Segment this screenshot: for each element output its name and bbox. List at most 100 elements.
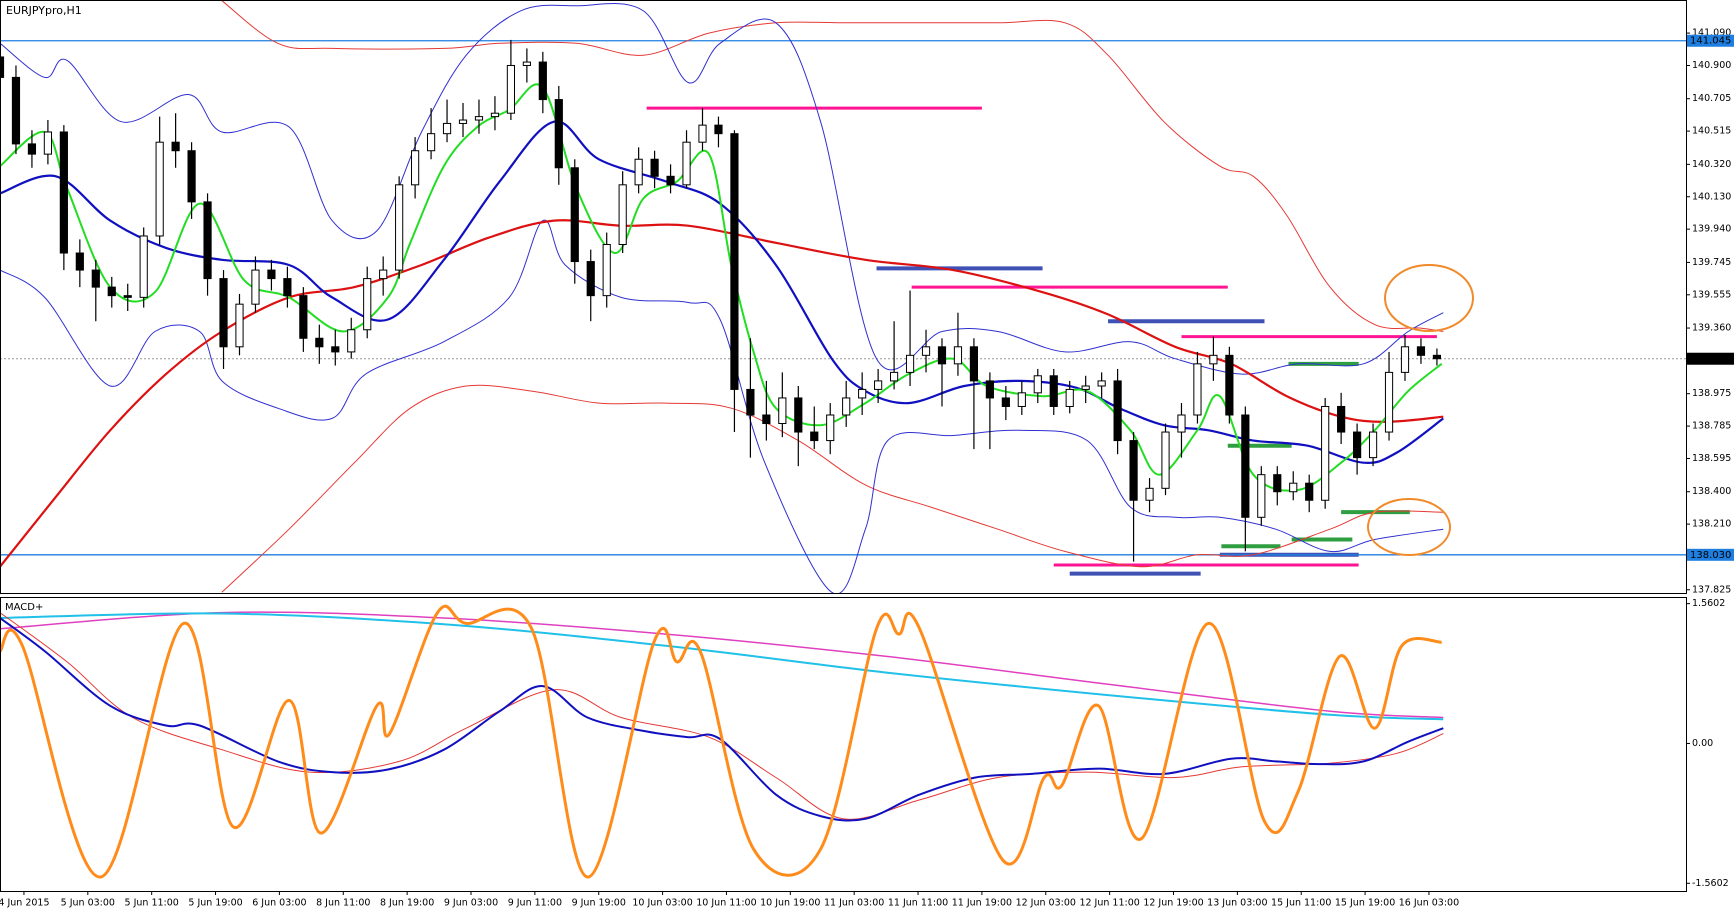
candle-body	[602, 243, 611, 297]
candle-body	[586, 261, 595, 297]
candle-body	[1017, 392, 1026, 407]
y-tick-label: 138.595	[1692, 453, 1731, 464]
candle-body	[203, 201, 212, 280]
candle-body	[762, 414, 771, 425]
indicator-line	[0, 83, 1443, 492]
candle-body	[75, 252, 84, 271]
y-tick-label: 138.785	[1692, 421, 1731, 432]
candle-body	[171, 141, 180, 152]
candle-body	[1305, 482, 1314, 501]
indicator-line	[221, 384, 1444, 593]
candle-body	[1001, 397, 1010, 407]
candle-body	[746, 388, 755, 416]
candle-body	[953, 346, 963, 365]
candle-body	[698, 124, 707, 143]
candle-body	[874, 380, 883, 390]
candle-body	[506, 64, 516, 114]
candle-body	[458, 119, 468, 124]
x-tick-label: 8 Jun 19:00	[380, 898, 434, 909]
candle-body	[554, 99, 563, 169]
y-tick-label: 140.705	[1692, 93, 1731, 104]
candle-body	[59, 131, 68, 254]
indicator-line	[0, 3, 1444, 375]
candle-body	[219, 278, 228, 348]
candle-body	[379, 269, 388, 280]
candle-body	[1113, 380, 1122, 442]
candle-body	[682, 141, 691, 186]
price-panel	[0, 0, 1686, 593]
highlight-ellipse	[1367, 498, 1451, 556]
candle-body	[490, 112, 500, 118]
candle-body	[1321, 405, 1330, 501]
candle-body	[778, 397, 787, 425]
y-tick-label: 0.00	[1692, 738, 1713, 749]
x-tick-label: 12 Jun 11:00	[1079, 898, 1139, 909]
macd-line	[0, 611, 1444, 719]
x-tick-label: 10 Jun 03:00	[632, 898, 692, 909]
candle-body	[650, 158, 659, 177]
candle-body	[27, 143, 37, 155]
macd-line	[0, 612, 1444, 721]
candle-body	[1033, 375, 1042, 394]
candle-body	[1273, 474, 1282, 493]
y-tick-label: -1.5602	[1692, 878, 1729, 889]
x-tick-label: 10 Jun 11:00	[696, 898, 756, 909]
candle-body	[251, 269, 260, 305]
candle-body	[1384, 371, 1394, 433]
candle-body	[411, 150, 420, 186]
candle-body	[858, 388, 867, 399]
candle-body	[43, 131, 52, 155]
candle-body	[1416, 346, 1426, 356]
x-tick-label: 12 Jun 19:00	[1143, 898, 1203, 909]
x-tick-label: 11 Jun 19:00	[952, 898, 1012, 909]
candle-body	[474, 116, 484, 121]
candle-body	[1145, 487, 1154, 501]
candle-body	[1097, 380, 1106, 387]
x-tick-label: 12 Jun 03:00	[1016, 898, 1076, 909]
y-tick-label: 138.400	[1692, 486, 1731, 497]
candle-body	[267, 269, 276, 280]
x-tick-label: 13 Jun 03:00	[1207, 898, 1267, 909]
candle-body	[1225, 354, 1234, 416]
candle-body	[969, 346, 979, 382]
candle-body	[299, 295, 308, 339]
candle-body	[1177, 414, 1186, 433]
candle-body	[139, 235, 148, 298]
candle-body	[570, 167, 579, 263]
x-tick-label: 9 Jun 19:00	[572, 898, 626, 909]
candle-body	[363, 278, 372, 331]
candle-body	[0, 56, 5, 78]
hline-label: 141.045	[1690, 36, 1731, 47]
candle-body	[1193, 363, 1202, 416]
y-tick-label: 139.555	[1692, 289, 1731, 300]
candle-body	[315, 337, 324, 348]
candle-body	[921, 346, 931, 356]
last-price-bg	[1687, 352, 1734, 365]
x-tick-label: 6 Jun 03:00	[252, 898, 306, 909]
indicator-line	[0, 219, 1444, 593]
candle-body	[937, 346, 947, 365]
candle-body	[331, 346, 340, 353]
y-tick-label: 140.900	[1692, 60, 1731, 71]
candle-body	[1241, 414, 1250, 518]
y-tick-label: 139.360	[1692, 323, 1731, 334]
x-tick-label: 9 Jun 11:00	[508, 898, 562, 909]
candle-body	[11, 76, 21, 145]
candle-body	[1065, 388, 1074, 407]
x-tick-label: 10 Jun 19:00	[760, 898, 820, 909]
x-tick-label: 8 Jun 11:00	[316, 898, 370, 909]
candle-body	[1129, 440, 1138, 501]
x-tick-label: 16 Jun 03:00	[1399, 898, 1459, 909]
x-tick-label: 15 Jun 11:00	[1271, 898, 1331, 909]
last-price-label: 139.180	[1690, 354, 1731, 365]
candle-body	[442, 122, 452, 135]
hline-label-bg	[1687, 34, 1734, 47]
candle-body	[1400, 346, 1410, 373]
candle-body	[426, 133, 436, 152]
macd-line	[0, 604, 1442, 879]
candle-body	[826, 414, 835, 442]
candle-body	[1368, 431, 1378, 459]
x-tick-label: 15 Jun 19:00	[1335, 898, 1395, 909]
